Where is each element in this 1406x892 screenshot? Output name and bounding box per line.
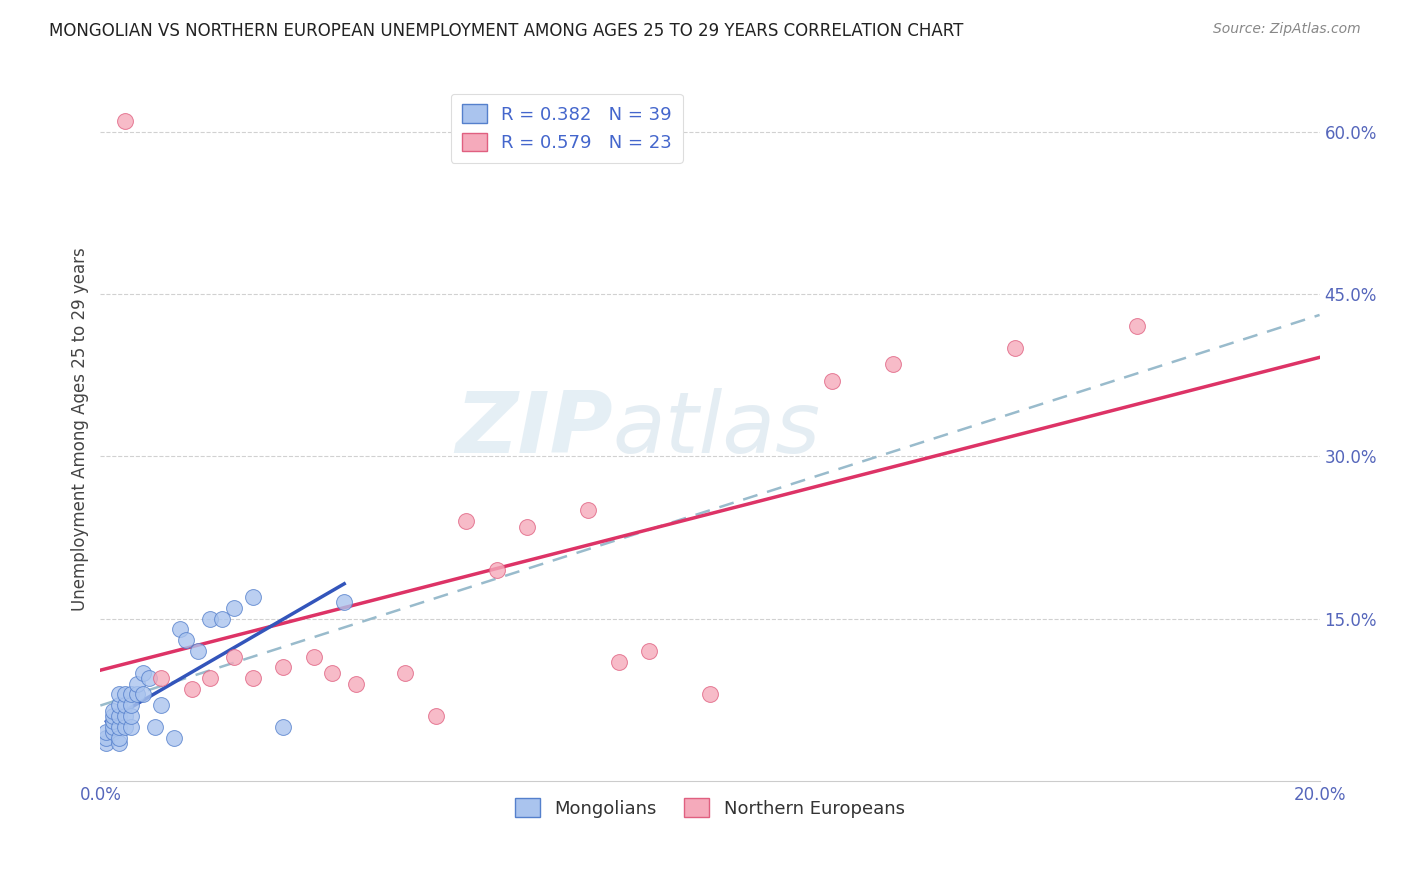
Point — [132, 687, 155, 701]
Point — [607, 655, 630, 669]
Point — [174, 633, 197, 648]
Point — [150, 698, 173, 713]
Point — [187, 644, 209, 658]
Point — [242, 590, 264, 604]
Point — [107, 720, 129, 734]
Point — [132, 665, 155, 680]
Point — [96, 725, 118, 739]
Point — [242, 671, 264, 685]
Point — [1004, 341, 1026, 355]
Point — [138, 671, 160, 685]
Point — [394, 665, 416, 680]
Text: MONGOLIAN VS NORTHERN EUROPEAN UNEMPLOYMENT AMONG AGES 25 TO 29 YEARS CORRELATIO: MONGOLIAN VS NORTHERN EUROPEAN UNEMPLOYM… — [49, 22, 963, 40]
Point — [125, 676, 148, 690]
Point — [120, 720, 142, 734]
Point — [120, 687, 142, 701]
Point — [344, 676, 367, 690]
Point — [96, 736, 118, 750]
Point — [180, 681, 202, 696]
Point — [114, 698, 136, 713]
Point — [101, 704, 124, 718]
Point — [224, 600, 246, 615]
Point — [271, 720, 294, 734]
Point — [198, 671, 221, 685]
Point — [821, 374, 844, 388]
Point — [1125, 319, 1147, 334]
Text: atlas: atlas — [613, 388, 821, 471]
Point — [271, 660, 294, 674]
Point — [101, 720, 124, 734]
Point — [101, 709, 124, 723]
Point — [224, 649, 246, 664]
Point — [162, 731, 184, 745]
Point — [425, 709, 447, 723]
Point — [150, 671, 173, 685]
Point — [198, 612, 221, 626]
Point — [114, 720, 136, 734]
Point — [107, 731, 129, 745]
Legend: Mongolians, Northern Europeans: Mongolians, Northern Europeans — [508, 791, 912, 825]
Point — [576, 503, 599, 517]
Point — [516, 519, 538, 533]
Text: ZIP: ZIP — [454, 388, 613, 471]
Point — [485, 563, 508, 577]
Point — [211, 612, 233, 626]
Point — [321, 665, 343, 680]
Point — [333, 595, 356, 609]
Point — [114, 687, 136, 701]
Point — [302, 649, 325, 664]
Text: Source: ZipAtlas.com: Source: ZipAtlas.com — [1213, 22, 1361, 37]
Point — [107, 687, 129, 701]
Point — [882, 357, 904, 371]
Point — [120, 698, 142, 713]
Point — [107, 698, 129, 713]
Point — [120, 709, 142, 723]
Point — [101, 725, 124, 739]
Point — [101, 714, 124, 729]
Point — [699, 687, 721, 701]
Point — [107, 736, 129, 750]
Point — [96, 731, 118, 745]
Point — [638, 644, 661, 658]
Y-axis label: Unemployment Among Ages 25 to 29 years: Unemployment Among Ages 25 to 29 years — [72, 247, 89, 611]
Point — [114, 113, 136, 128]
Point — [169, 623, 191, 637]
Point — [107, 709, 129, 723]
Point — [456, 514, 478, 528]
Point — [125, 687, 148, 701]
Point — [114, 709, 136, 723]
Point — [143, 720, 166, 734]
